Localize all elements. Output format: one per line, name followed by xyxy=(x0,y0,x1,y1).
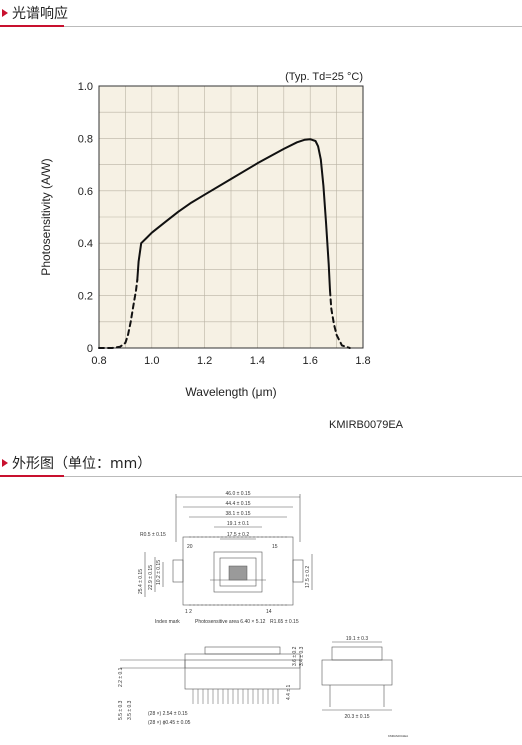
section-accent-line xyxy=(0,475,64,477)
y-axis-label: Photosensitivity (A/W) xyxy=(39,158,53,275)
dim-label: R1.65 ± 0.15 xyxy=(270,619,299,625)
spectral-response-chart: 0.8 1.0 1.2 1.4 1.6 1.8 0 0.2 0.4 0.6 0.8 1.0 (Typ. … xyxy=(39,71,404,431)
dim-label: 20 xyxy=(187,544,193,550)
window-outline xyxy=(213,551,263,593)
dim-label: 4.4 ± 1 xyxy=(286,685,292,700)
chart-code: KMIRB0079EA xyxy=(329,419,404,431)
section-marker-icon xyxy=(2,9,8,17)
dim-label: Photosensitive area 6.40 × 5.12 xyxy=(195,619,266,625)
x-tick-label: 1.4 xyxy=(250,355,265,367)
dim-label: 22.9 ± 0.15 xyxy=(148,565,154,590)
dim-label: 10.2 ± 0.15 xyxy=(156,560,162,585)
dim-label: 25.4 ± 0.15 xyxy=(138,569,144,594)
y-tick-label: 0.2 xyxy=(78,291,93,303)
y-tick-label: 0 xyxy=(87,343,93,355)
dim-label: 14 xyxy=(266,609,272,615)
y-tick-label: 0.8 xyxy=(78,133,93,145)
y-tick-label: 0.4 xyxy=(78,238,93,250)
section-title: 外形图（单位：mm） xyxy=(12,456,152,472)
x-tick-label: 0.8 xyxy=(91,355,106,367)
section-marker-icon xyxy=(2,459,8,467)
x-axis-label: Wavelength (μm) xyxy=(185,385,276,399)
response-curve-segment xyxy=(329,289,351,349)
response-curve-segment xyxy=(98,278,139,349)
x-tick-label: 1.6 xyxy=(303,355,318,367)
package-end-view xyxy=(321,659,393,686)
dim-label: 17.5 ± 0.2 xyxy=(227,532,249,538)
section-header-spectral: 光谱响应 xyxy=(0,0,522,30)
x-tick-label: 1.0 xyxy=(144,355,159,367)
y-tick-label: 0.6 xyxy=(78,186,93,198)
dim-label: 1 2 xyxy=(185,609,192,615)
dim-label: 20.3 ± 0.15 xyxy=(345,714,370,720)
response-curve-segment xyxy=(136,138,331,292)
dim-label: 15 xyxy=(272,544,278,550)
dim-label: (28 ×) ϕ0.45 ± 0.05 xyxy=(148,720,191,726)
y-tick-label: 1.0 xyxy=(78,81,93,93)
section-header-outline: 外形图（单位：mm） xyxy=(0,450,522,480)
dim-label: (28 ×) 2.54 ± 0.15 xyxy=(148,711,188,717)
x-tick-label: 1.2 xyxy=(197,355,212,367)
drawing-ref-code: KMIRA0041EA xyxy=(388,734,408,738)
section-title: 光谱响应 xyxy=(12,6,68,22)
x-tick-label: 1.8 xyxy=(355,355,370,367)
dim-label: 3.6 ± 0.2 xyxy=(292,646,298,666)
chart-annotation: (Typ. Td=25 °C) xyxy=(285,71,363,83)
dim-label: 44.4 ± 0.15 xyxy=(226,501,251,507)
dim-label: 17.5 ± 0.2 xyxy=(305,566,311,588)
dim-label: 2.2 ± 0.1 xyxy=(118,667,124,687)
dimensional-outline-drawing: 46.0 ± 0.15 44.4 ± 0.15 38.1 ± 0.15 19.1… xyxy=(118,491,408,738)
section-accent-line xyxy=(0,25,64,27)
section-divider xyxy=(0,26,522,27)
dim-label: 46.0 ± 0.15 xyxy=(226,491,251,497)
plot-frame xyxy=(98,85,364,349)
dim-label: 5.5 ± 0.3 xyxy=(118,700,124,720)
dim-label: 3.5 ± 0.3 xyxy=(127,700,133,720)
dim-label: 19.1 ± 0.3 xyxy=(346,636,368,642)
dim-label: Index mark xyxy=(155,619,180,625)
dim-label: R0.5 ± 0.15 xyxy=(140,532,166,538)
package-side-view xyxy=(184,653,301,690)
section-divider xyxy=(0,476,522,477)
photosensitive-area xyxy=(228,565,248,581)
dim-label: 38.1 ± 0.15 xyxy=(226,511,251,517)
dim-label: 3.4 ± 0.3 xyxy=(299,646,305,666)
dim-label: 19.1 ± 0.1 xyxy=(227,521,249,527)
